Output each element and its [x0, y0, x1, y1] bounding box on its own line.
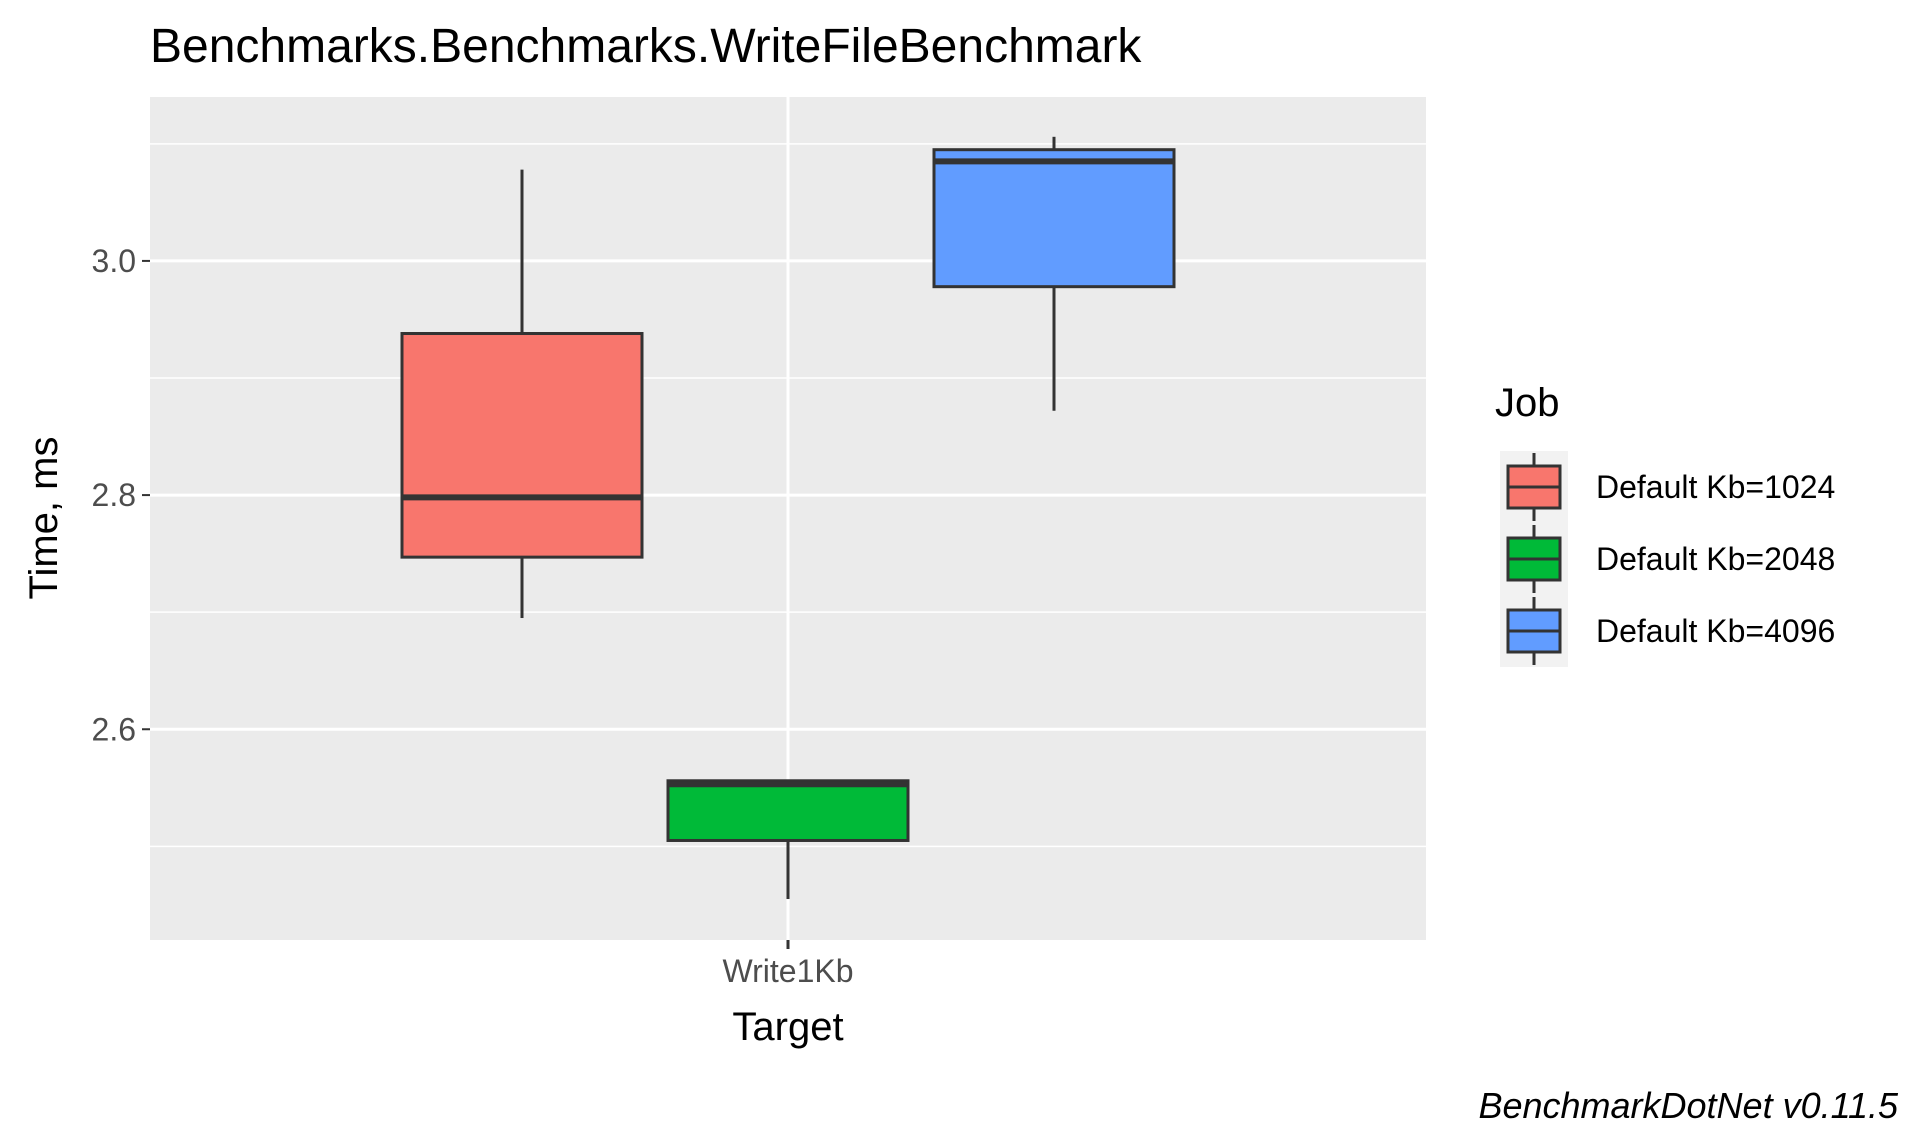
box-iqr [400, 332, 644, 559]
box-iqr [666, 779, 910, 842]
axis-layer: 2.6 2.8 3.0 Write1Kb [92, 243, 854, 989]
box-iqr [932, 148, 1176, 289]
legend: Default Kb=1024 Default Kb=2048 Default Kb… [1500, 451, 1835, 667]
x-tick-label: Write1Kb [722, 953, 853, 989]
y-axis-title: Time, ms [22, 437, 66, 600]
legend-item: Default Kb=2048 [1500, 523, 1835, 595]
box-default-kb-1024 [400, 169, 644, 619]
legend-label: Default Kb=4096 [1596, 613, 1835, 649]
legend-label: Default Kb=2048 [1596, 541, 1835, 577]
legend-title: Job [1495, 381, 1560, 425]
chart-title: Benchmarks.Benchmarks.WriteFileBenchmark [150, 20, 1142, 73]
box-default-kb-2048 [666, 779, 910, 900]
grid-layer [150, 97, 1426, 940]
box-default-kb-4096 [932, 136, 1176, 411]
caption: BenchmarkDotNet v0.11.5 [1478, 1085, 1899, 1126]
box-layer [400, 136, 1176, 900]
y-tick-label: 3.0 [92, 243, 136, 279]
x-axis-title: Target [732, 1005, 843, 1049]
y-tick-label: 2.8 [92, 477, 136, 513]
y-tick-label: 2.6 [92, 711, 136, 747]
legend-item: Default Kb=1024 [1500, 451, 1835, 523]
legend-label: Default Kb=1024 [1596, 469, 1835, 505]
legend-item: Default Kb=4096 [1500, 595, 1835, 667]
